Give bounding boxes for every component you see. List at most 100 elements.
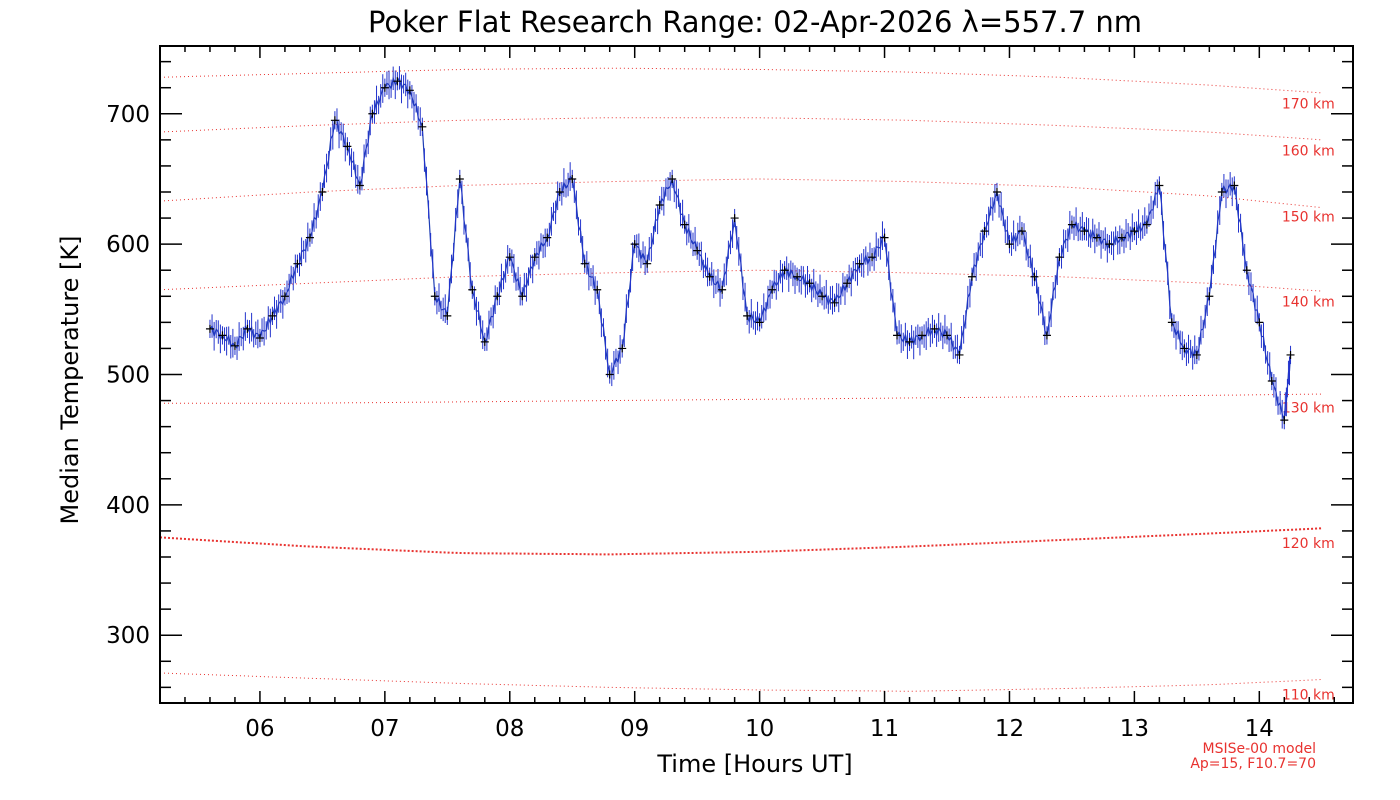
data-point [818,292,827,301]
data-point [393,77,402,86]
data-point [593,285,602,294]
model-curve-130km [160,393,1322,404]
data-point [1005,240,1014,249]
data-point [1167,318,1176,327]
model-curve-label: 150 km [1282,210,1335,226]
data-point [693,246,702,255]
data-point [755,318,764,327]
data-point [1105,240,1114,249]
data-point [493,292,502,301]
data-point [343,142,352,151]
data-point [1067,220,1076,229]
data-point [918,331,927,340]
data-point [780,266,789,275]
data-point [230,341,239,350]
x-tick-label: 11 [870,716,899,742]
data-point [643,259,652,268]
data-point [768,285,777,294]
data-point [730,214,739,223]
model-curve-140km [159,269,1322,292]
data-point [680,220,689,229]
data-point [668,174,677,183]
data-point [1055,253,1064,262]
data-point [243,324,252,333]
data-point [1192,350,1201,359]
x-tick-label: 10 [745,716,774,742]
data-point [205,324,214,333]
model-curve-label: 110 km [1282,687,1335,703]
x-axis-label: Time [Hours UT] [656,750,852,778]
data-point [1230,181,1239,190]
data-point [280,292,289,301]
model-curve-150km [159,178,1322,209]
data-point [743,311,752,320]
y-tick-label: 700 [106,102,150,128]
data-point [293,259,302,268]
data-point [967,272,976,281]
model-note-line-1: MSISe-00 model [1202,741,1316,757]
data-point [718,285,727,294]
data-point [1217,188,1226,196]
data-point [380,83,389,92]
data-point [430,292,439,301]
data-point [318,188,327,196]
data-point [405,86,414,95]
model-curve-label: 130 km [1282,400,1335,416]
data-point [1280,416,1289,425]
data-point [655,201,664,210]
data-point [705,272,714,281]
data-point [543,233,552,242]
x-tick-label: 12 [995,716,1024,742]
x-tick-label: 09 [620,716,649,742]
model-curve-label: 160 km [1282,143,1335,159]
data-point [1117,233,1126,242]
data-point [1017,227,1026,236]
x-tick-label: 08 [495,716,524,742]
x-tick-label: 07 [370,716,399,742]
data-point [1180,344,1189,353]
data-point [992,188,1001,196]
temperature-line [209,75,1292,421]
data-point [605,370,614,379]
data-point [855,259,864,268]
data-point [930,324,939,333]
data-point [1155,181,1164,190]
model-curve-110km [159,672,1322,692]
data-point [218,331,227,340]
model-curves: 110 km 120 km 130 km 140 km 150 km 160 km 170 … [159,67,1335,703]
data-point [1080,227,1089,236]
data-point [893,331,902,340]
data-point [805,279,814,288]
chart-title: Poker Flat Research Range: 02-Apr-2026 λ… [368,5,1142,39]
x-tick-label: 06 [245,716,274,742]
model-note-line-2: Ap=15, F10.7=70 [1190,756,1316,772]
y-tick-label: 500 [106,363,150,389]
x-tick-label: 14 [1245,716,1274,742]
data-point [1205,292,1214,301]
data-point [305,233,314,242]
data-point [355,181,364,190]
x-tick-label: 13 [1120,716,1149,742]
data-point [830,298,839,307]
model-curve-label: 170 km [1282,96,1335,112]
data-point [793,272,802,281]
data-point [268,311,277,320]
data-point [955,350,964,359]
axes: 06 07 08 09 10 11 12 13 14 300 400 500 600 700 [106,46,1353,742]
y-tick-label: 600 [106,232,150,258]
data-point [880,233,889,242]
data-point [530,253,539,262]
data-point [555,188,564,196]
model-curve-label: 120 km [1282,536,1335,552]
data-point [368,109,377,118]
data-point [255,334,264,342]
data-point [330,116,339,125]
data-point [1092,233,1101,242]
data-point [1267,377,1276,386]
data-point [443,311,452,320]
data-point [980,227,989,236]
data-point [630,240,639,249]
data-point [1030,272,1039,281]
data-point [943,331,952,340]
